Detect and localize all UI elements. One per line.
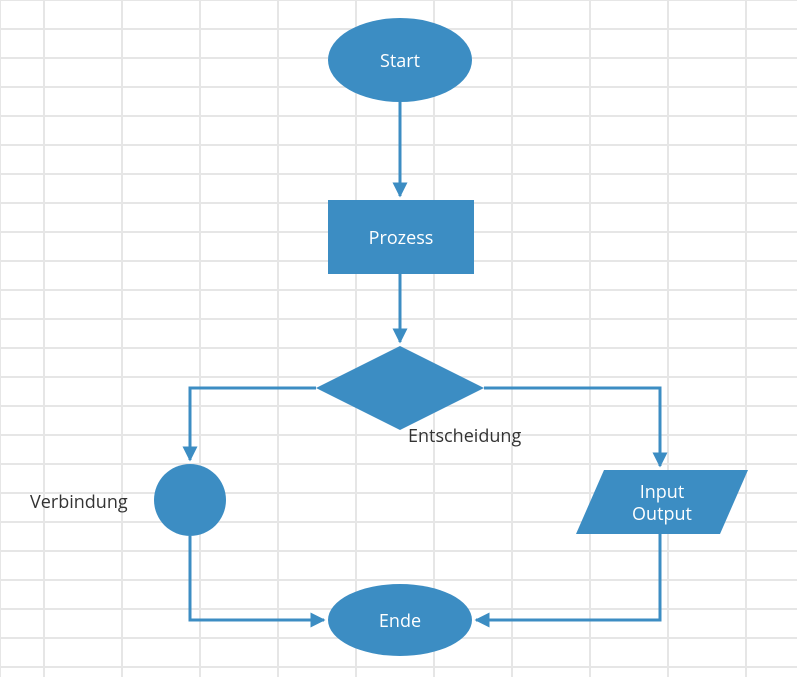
edge-decision-left-connector bbox=[190, 388, 316, 460]
svg-text:Prozess: Prozess bbox=[369, 226, 434, 250]
svg-text:Output: Output bbox=[632, 502, 692, 526]
end-node: Ende bbox=[328, 584, 472, 656]
svg-text:Input: Input bbox=[640, 480, 685, 504]
edge-io-end bbox=[476, 534, 660, 620]
edge-connector-end bbox=[190, 536, 324, 620]
svg-text:Start: Start bbox=[380, 49, 420, 73]
decision-node bbox=[316, 346, 484, 430]
io-node: InputOutput bbox=[576, 470, 748, 534]
start-node: Start bbox=[328, 18, 472, 102]
flowchart-canvas: Start Prozess InputOutput Ende bbox=[0, 0, 797, 677]
connector-node bbox=[154, 464, 226, 536]
connector-label: Verbindung bbox=[30, 490, 128, 514]
decision-label: Entscheidung bbox=[408, 424, 521, 448]
process-node: Prozess bbox=[328, 200, 474, 274]
svg-text:Ende: Ende bbox=[379, 609, 421, 633]
